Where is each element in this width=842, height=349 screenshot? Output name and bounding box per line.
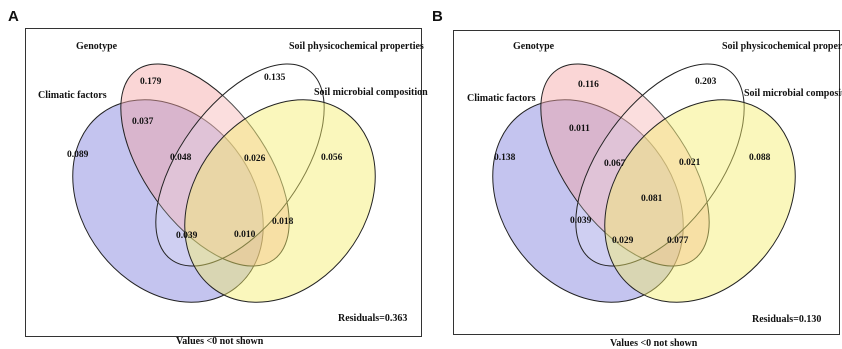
venn-b-microbial-set xyxy=(604,99,796,303)
venn-a-microbial-set xyxy=(184,99,376,303)
panel-b-frame xyxy=(453,30,840,335)
venn-b-residuals: Residuals=0.130 xyxy=(752,314,821,325)
venn-b-value-bottom-mid: 0.077 xyxy=(667,236,689,246)
venn-b-value-bottom-left: 0.029 xyxy=(612,236,634,246)
venn-b-value-all-four: 0.081 xyxy=(641,194,663,204)
venn-a-label-climatic: Climatic factors xyxy=(38,90,107,101)
venn-b-value-left-lower: 0.039 xyxy=(570,216,592,226)
venn-a-residuals: Residuals=0.363 xyxy=(338,313,407,324)
venn-b-value-center-left: 0.067 xyxy=(604,159,626,169)
venn-a-label-soil-phys: Soil physicochemical properties xyxy=(289,41,424,52)
venn-a-value-genotype-only: 0.179 xyxy=(140,77,162,87)
venn-a-label-microbial: Soil microbial composition xyxy=(314,87,428,98)
venn-a-value-climatic-genotype: 0.037 xyxy=(132,117,154,127)
venn-b-climatic-set xyxy=(492,99,684,303)
venn-b-label-microbial: Soil microbial compositio xyxy=(744,88,842,99)
venn-a-value-center-left: 0.048 xyxy=(170,153,192,163)
venn-b-value-climatic-genotype: 0.011 xyxy=(569,124,590,134)
venn-b-label-soil-phys: Soil physicochemical properties xyxy=(722,41,842,52)
venn-a-label-genotype: Genotype xyxy=(76,41,118,52)
venn-b-value-soil-phys-only: 0.203 xyxy=(695,77,717,87)
panel-b-letter: B xyxy=(432,8,443,25)
venn-a-value-microbial-only: 0.056 xyxy=(321,153,343,163)
panel-b-footer: Values <0 not shown xyxy=(610,338,698,349)
venn-a-value-climatic-only: 0.089 xyxy=(67,150,89,160)
panel-a-footer: Values <0 not shown xyxy=(176,336,264,347)
venn-b-value-microbial-only: 0.088 xyxy=(749,153,771,163)
venn-a-genotype-set xyxy=(120,63,290,267)
venn-b-genotype-set xyxy=(540,63,710,267)
venn-b-value-climatic-only: 0.138 xyxy=(494,153,516,163)
venn-a-value-soil-phys-only: 0.135 xyxy=(264,73,286,83)
venn-b-soil-phys-set xyxy=(575,63,745,267)
venn-b-value-genotype-only: 0.116 xyxy=(578,80,599,90)
panel-a-frame xyxy=(25,28,422,337)
venn-b: Genotype Soil physicochemical properties… xyxy=(467,41,842,325)
venn-a-value-bottom-left: 0.039 xyxy=(176,231,198,241)
panel-a-letter: A xyxy=(8,8,19,25)
venn-a-climatic-set xyxy=(72,99,264,303)
venn-a-value-center-right: 0.026 xyxy=(244,154,266,164)
venn-a-soil-phys-set xyxy=(155,63,325,267)
venn-a-value-bottom-mid: 0.010 xyxy=(234,230,256,240)
venn-a-value-right-lower: 0.018 xyxy=(272,217,294,227)
venn-a: Genotype Soil physicochemical properties… xyxy=(38,41,428,324)
venn-b-value-center-right: 0.021 xyxy=(679,158,701,168)
venn-b-label-genotype: Genotype xyxy=(513,41,555,52)
venn-b-label-climatic: Climatic factors xyxy=(467,93,536,104)
